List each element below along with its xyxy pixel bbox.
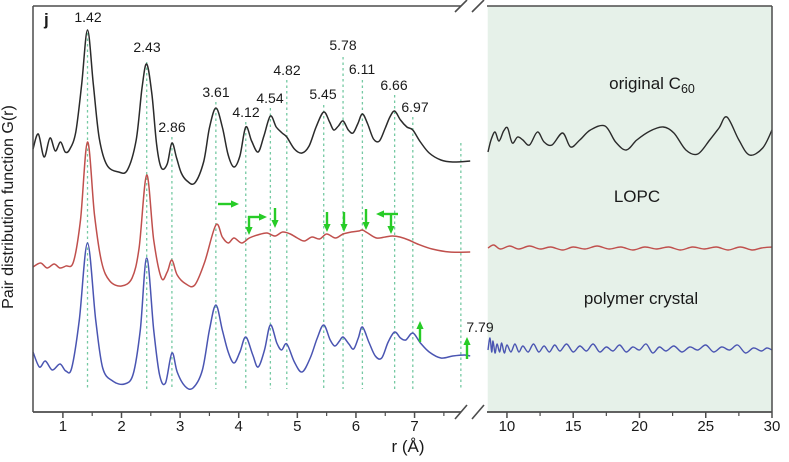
green-arrow-down-head [271, 220, 279, 228]
peak-label-1.42: 1.42 [74, 9, 101, 25]
axis-break-slash [471, 404, 485, 420]
curve-original-c60-left [32, 29, 471, 186]
green-arrow-left-head [376, 210, 384, 218]
curve-original-c60-right [487, 116, 773, 156]
curve-lopc-right [487, 244, 773, 251]
peak-label-7.79: 7.79 [466, 319, 493, 335]
x-tick-label: 25 [697, 418, 714, 435]
peak-label-5.78: 5.78 [329, 37, 356, 53]
x-tick-label: 2 [117, 418, 125, 435]
peak-label-4.54: 4.54 [256, 90, 283, 106]
x-tick-label: 6 [352, 418, 360, 435]
peak-label-4.12: 4.12 [232, 104, 259, 120]
peak-label-5.45: 5.45 [309, 86, 336, 102]
green-arrow-right-head [259, 213, 267, 221]
x-tick-label: 5 [293, 418, 301, 435]
axis-break-slash [454, 0, 468, 13]
x-axis-title: r (Å) [391, 437, 424, 456]
series-label-lopc: LOPC [614, 187, 660, 206]
peak-label-6.66: 6.66 [380, 77, 407, 93]
shaded-region [487, 6, 772, 412]
panel-letter: j [43, 10, 49, 29]
green-arrow-down-head [323, 224, 331, 232]
series-label-polymer-crystal: polymer crystal [584, 289, 698, 308]
peak-label-6.11: 6.11 [349, 61, 375, 77]
x-tick-label: 15 [565, 418, 582, 435]
x-tick-label: 4 [235, 418, 243, 435]
peak-label-2.43: 2.43 [133, 39, 160, 55]
curve-lopc-left [32, 141, 471, 288]
green-arrow-down-head [362, 222, 370, 230]
x-tick-label: 20 [631, 418, 648, 435]
axis-break-slash [454, 404, 468, 420]
y-axis-title: Pair distribution function G(r) [0, 105, 17, 309]
curve-polymer-crystal-left [32, 242, 471, 391]
green-arrow-right-head [231, 200, 239, 208]
x-tick-label: 3 [176, 418, 184, 435]
x-tick-label: 1 [59, 418, 67, 435]
peak-label-4.82: 4.82 [273, 62, 300, 78]
green-arrow-up-head [463, 337, 471, 345]
peak-label-2.86: 2.86 [158, 119, 185, 135]
x-tick-label: 7 [410, 418, 418, 435]
x-tick-label: 10 [499, 418, 516, 435]
green-arrow-down-head [340, 224, 348, 232]
subscript-60: 60 [681, 82, 695, 96]
peak-label-6.97: 6.97 [401, 99, 428, 115]
curve-polymer-crystal-right [487, 337, 773, 354]
green-arrow-up-head [416, 321, 424, 329]
peak-label-3.61: 3.61 [202, 84, 229, 100]
green-arrow-down-head [387, 226, 395, 234]
axis-break-slash [471, 0, 485, 13]
x-tick-label: 30 [764, 418, 781, 435]
green-arrow-down-head [245, 227, 253, 235]
series-label-original-c60: original C60 [609, 74, 695, 96]
